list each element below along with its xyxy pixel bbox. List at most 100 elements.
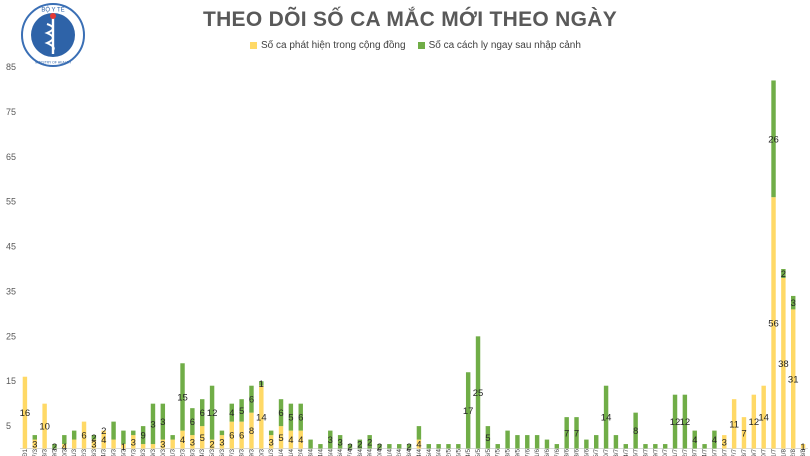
x-tick-label: GĐ1 bbox=[22, 449, 29, 456]
data-label: 6 bbox=[249, 395, 254, 406]
bar-segment-quarantine bbox=[259, 381, 264, 386]
x-tick-label: 20/3 bbox=[160, 449, 167, 456]
data-label: 4 bbox=[62, 442, 67, 453]
x-tick-label: 17/4-2/5 bbox=[445, 449, 452, 456]
bar-segment-quarantine bbox=[436, 444, 441, 449]
data-label: 15 bbox=[177, 392, 188, 403]
y-tick-label: 85 bbox=[6, 62, 16, 72]
x-tick-label: 16/5 bbox=[485, 449, 492, 456]
bar-segment-community bbox=[791, 309, 796, 449]
x-tick-label: 31/7 bbox=[771, 449, 778, 456]
bar-segment-community bbox=[781, 277, 786, 449]
bar-segment-community bbox=[288, 430, 294, 449]
y-tick-label: 65 bbox=[6, 152, 16, 162]
legend-label-quarantine: Số ca cách ly ngay sau nhập cảnh bbox=[428, 40, 581, 51]
legend-swatch-community bbox=[250, 42, 257, 49]
data-label: 5 bbox=[485, 433, 490, 444]
x-tick-label: 24/3 bbox=[199, 449, 206, 456]
bar-segment-quarantine bbox=[456, 444, 461, 449]
bar-segment-community bbox=[239, 421, 244, 449]
bar-segment-community bbox=[229, 421, 234, 449]
bar-segment-quarantine bbox=[229, 403, 234, 422]
bar-segment-quarantine bbox=[278, 399, 284, 427]
bar-segment-quarantine bbox=[357, 439, 363, 449]
x-tick-label: 28/3 bbox=[239, 449, 246, 456]
data-label: 38 bbox=[778, 359, 789, 370]
data-label: 6 bbox=[81, 431, 86, 442]
bar-segment-community bbox=[81, 421, 87, 449]
legend-swatch-quarantine bbox=[417, 42, 425, 49]
bar-segment-quarantine bbox=[337, 435, 343, 449]
x-tick-label: 22/3 bbox=[180, 449, 187, 456]
x-tick-label: 27/7 bbox=[731, 449, 738, 456]
x-tick-label: 13/4 bbox=[406, 449, 413, 456]
x-tick-label: 12/4 bbox=[396, 449, 403, 456]
data-label: 1 bbox=[800, 442, 805, 453]
bar-segment-quarantine bbox=[574, 417, 579, 449]
bar-segment-community bbox=[160, 439, 166, 449]
data-label: 12 bbox=[749, 417, 760, 428]
x-tick-label: 03/4 bbox=[308, 449, 315, 456]
bar-segment-quarantine bbox=[495, 444, 500, 449]
x-tick-label: 26/6-5/7 bbox=[593, 449, 600, 456]
data-label: 4 bbox=[180, 435, 185, 446]
x-tick-label: 19/3 bbox=[150, 449, 157, 456]
x-tick-label: 16/4 bbox=[436, 449, 443, 456]
data-label: 2 bbox=[357, 440, 362, 451]
x-tick-label: 3-6/5 bbox=[455, 449, 462, 456]
bar-segment-quarantine bbox=[308, 439, 313, 449]
y-tick-label: 55 bbox=[6, 197, 16, 207]
x-tick-label: 18-23/5 bbox=[505, 449, 512, 456]
bar-segment-quarantine bbox=[367, 435, 372, 449]
bar-segment-quarantine bbox=[150, 403, 156, 445]
data-label: 7 bbox=[741, 428, 746, 439]
x-tick-label: 31/3 bbox=[268, 449, 275, 456]
x-tick-label: 11-13/7 bbox=[613, 449, 620, 456]
data-label: 12 bbox=[670, 417, 681, 428]
bar-segment-quarantine bbox=[446, 444, 451, 449]
x-tick-label: 07-14/5 bbox=[465, 449, 472, 456]
bar-segment-quarantine bbox=[781, 269, 786, 278]
bar-segment-community bbox=[249, 412, 254, 449]
bar-segment-community bbox=[751, 394, 757, 449]
bar-segment-quarantine bbox=[387, 444, 392, 449]
bar-segment-quarantine bbox=[288, 403, 294, 431]
bar-segment-quarantine bbox=[485, 426, 491, 449]
x-tick-label: 05/4 bbox=[327, 449, 334, 456]
data-label: 3 bbox=[160, 440, 165, 451]
legend-item-quarantine: Số ca cách ly ngay sau nhập cảnh bbox=[417, 40, 581, 51]
x-tick-label: 03/8 bbox=[800, 449, 807, 456]
bar-segment-quarantine bbox=[653, 444, 658, 449]
x-tick-label: 09/4 bbox=[367, 449, 374, 456]
bar-segment-quarantine bbox=[209, 385, 215, 440]
data-label: 17 bbox=[463, 406, 474, 417]
bar-segment-community bbox=[140, 444, 146, 449]
bar-segment-community bbox=[416, 439, 422, 449]
data-label: 3 bbox=[791, 298, 796, 309]
data-label: 7 bbox=[574, 428, 579, 439]
legend-item-community: Số ca phát hiện trong cộng đồng bbox=[250, 40, 406, 51]
bar-segment-quarantine bbox=[377, 444, 382, 449]
x-tick-label: 24-25/6 bbox=[583, 449, 590, 456]
bar-segment-quarantine bbox=[712, 430, 717, 449]
chart-title: THEO DÕI SỐ CA MẮC MỚI THEO NGÀY bbox=[202, 8, 618, 31]
bar-segment-community bbox=[111, 439, 116, 449]
bar-segment-quarantine bbox=[643, 444, 648, 449]
bar-segment-quarantine bbox=[564, 417, 569, 449]
bar-segment-community bbox=[180, 430, 185, 449]
x-tick-label: 24-29/5 bbox=[514, 449, 521, 456]
data-label: 4 bbox=[692, 435, 697, 446]
x-tick-label: 07/4 bbox=[347, 449, 354, 456]
data-label: 3 bbox=[337, 437, 342, 448]
data-label: 6 bbox=[200, 408, 205, 419]
data-label: 11 bbox=[729, 419, 739, 430]
bar-segment-community bbox=[200, 426, 205, 449]
data-label: 12 bbox=[207, 408, 218, 419]
bar-segment-quarantine bbox=[662, 444, 668, 449]
bar-segment-community bbox=[170, 439, 175, 449]
data-label: 14 bbox=[758, 413, 769, 424]
bar-segment-community bbox=[741, 417, 747, 449]
x-tick-label: 08/4 bbox=[357, 449, 364, 456]
chart-legend: Số ca phát hiện trong cộng đồng Số ca cá… bbox=[250, 40, 581, 51]
bar-segment-quarantine bbox=[318, 444, 323, 449]
